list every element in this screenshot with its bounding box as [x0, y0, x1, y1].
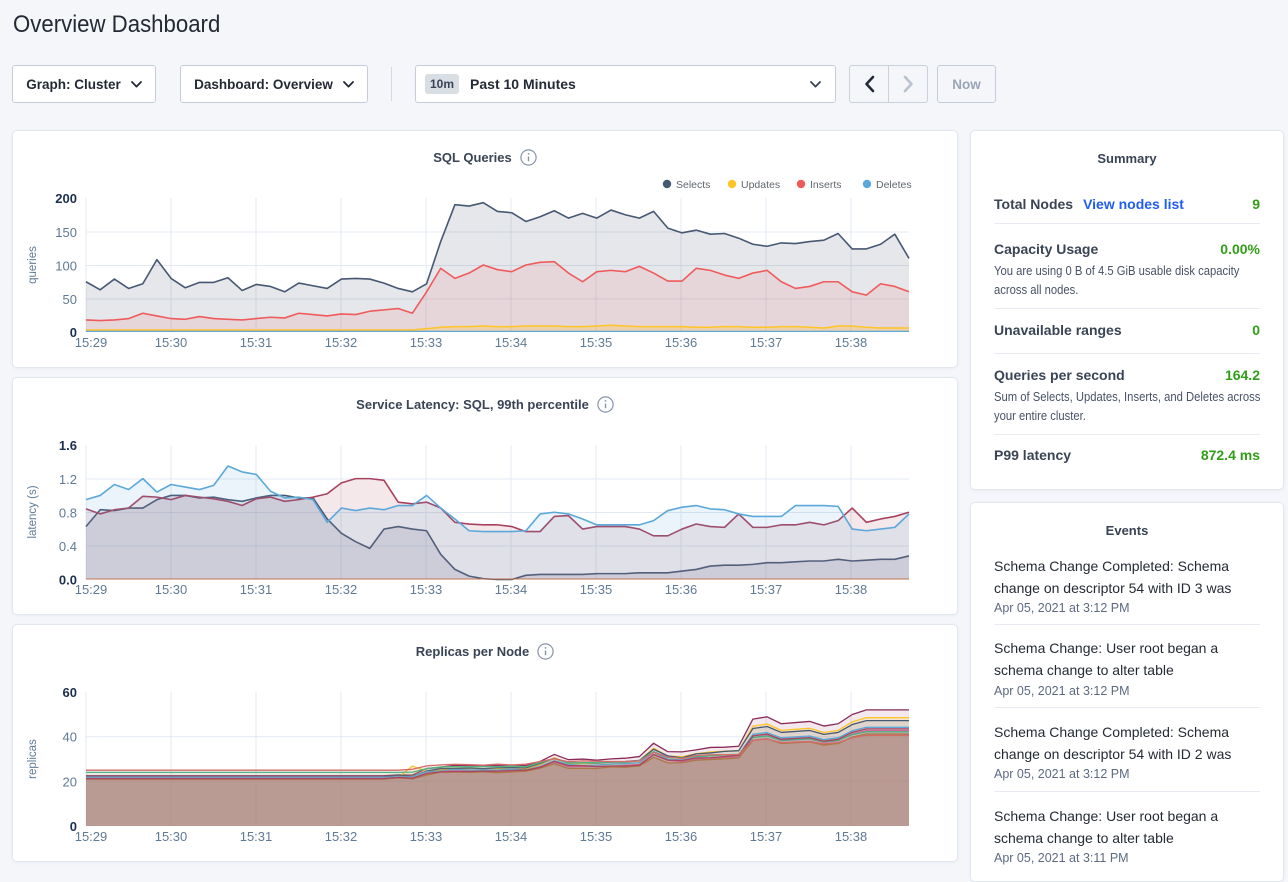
- svg-text:15:37: 15:37: [750, 829, 783, 844]
- svg-text:15:32: 15:32: [325, 335, 358, 350]
- svg-text:15:38: 15:38: [835, 582, 868, 597]
- svg-text:15:34: 15:34: [495, 582, 528, 597]
- svg-text:50: 50: [63, 292, 77, 307]
- svg-text:queries: queries: [27, 246, 39, 284]
- svg-text:0: 0: [70, 325, 77, 340]
- svg-text:15:30: 15:30: [155, 829, 188, 844]
- svg-text:15:32: 15:32: [325, 829, 358, 844]
- svg-text:15:33: 15:33: [410, 335, 443, 350]
- svg-text:15:33: 15:33: [410, 582, 443, 597]
- svg-text:15:32: 15:32: [325, 582, 358, 597]
- svg-text:60: 60: [63, 685, 77, 700]
- svg-text:200: 200: [55, 191, 77, 206]
- svg-text:15:31: 15:31: [240, 335, 273, 350]
- svg-text:15:29: 15:29: [75, 829, 108, 844]
- svg-text:15:36: 15:36: [665, 829, 698, 844]
- svg-text:15:37: 15:37: [750, 335, 783, 350]
- svg-text:15:35: 15:35: [580, 582, 613, 597]
- svg-text:Inserts: Inserts: [810, 179, 842, 191]
- svg-text:Selects: Selects: [676, 179, 710, 191]
- svg-text:150: 150: [55, 225, 77, 240]
- svg-text:Updates: Updates: [741, 179, 780, 191]
- svg-text:15:31: 15:31: [240, 582, 273, 597]
- svg-text:15:35: 15:35: [580, 335, 613, 350]
- svg-text:15:34: 15:34: [495, 829, 528, 844]
- svg-text:15:36: 15:36: [665, 335, 698, 350]
- svg-text:15:29: 15:29: [75, 582, 108, 597]
- svg-text:15:29: 15:29: [75, 335, 108, 350]
- svg-text:15:36: 15:36: [665, 582, 698, 597]
- svg-text:0.4: 0.4: [59, 539, 77, 554]
- svg-text:15:30: 15:30: [155, 582, 188, 597]
- svg-text:1.6: 1.6: [59, 438, 77, 453]
- svg-text:0.8: 0.8: [59, 506, 77, 521]
- svg-text:replicas: replicas: [27, 739, 39, 779]
- svg-text:latency (s): latency (s): [27, 485, 39, 538]
- svg-text:15:37: 15:37: [750, 582, 783, 597]
- svg-text:1.2: 1.2: [59, 472, 77, 487]
- svg-text:15:34: 15:34: [495, 335, 528, 350]
- svg-text:15:35: 15:35: [580, 829, 613, 844]
- svg-text:15:38: 15:38: [835, 335, 868, 350]
- svg-text:15:30: 15:30: [155, 335, 188, 350]
- svg-text:15:31: 15:31: [240, 829, 273, 844]
- svg-text:20: 20: [63, 774, 77, 789]
- svg-text:15:38: 15:38: [835, 829, 868, 844]
- svg-text:15:33: 15:33: [410, 829, 443, 844]
- svg-text:Deletes: Deletes: [876, 179, 912, 191]
- svg-text:0.0: 0.0: [59, 573, 77, 588]
- svg-text:100: 100: [55, 259, 77, 274]
- svg-text:40: 40: [63, 730, 77, 745]
- svg-text:0: 0: [70, 819, 77, 834]
